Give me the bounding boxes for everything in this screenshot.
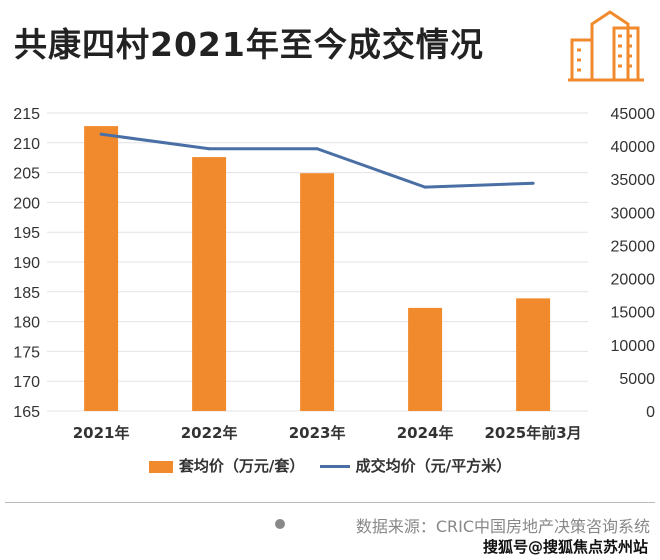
- combo-chart: 215 210 205 200 195 190 185 180 175 170 165 45000 40…: [13, 106, 656, 442]
- bar: [84, 126, 119, 411]
- y-right-tick-label: 0: [646, 404, 655, 421]
- y-left-tick-label: 205: [13, 166, 40, 183]
- line-point: [99, 132, 103, 136]
- bar: [192, 157, 227, 411]
- legend-line-label: 成交均价（元/平方米）: [355, 457, 512, 475]
- y-left-tick-label: 175: [13, 344, 40, 361]
- y-right-tick-label: 30000: [611, 205, 656, 222]
- watermark: 搜狐号@搜狐焦点苏州站: [482, 538, 648, 556]
- x-tick-label: 2024年: [397, 424, 454, 442]
- y-left-tick-label: 190: [13, 255, 40, 272]
- line-point: [207, 147, 211, 151]
- data-source: 数据来源：CRIC中国房地产决策咨询系统: [355, 517, 650, 536]
- y-left-tick-label: 215: [13, 106, 40, 123]
- line-point: [531, 181, 535, 185]
- legend-bar-label: 套均价（万元/套）: [178, 457, 305, 475]
- y-left-tick-label: 180: [13, 315, 40, 332]
- y-right-tick-label: 10000: [611, 338, 656, 355]
- legend: 套均价（万元/套） 成交均价（元/平方米）: [0, 455, 660, 476]
- y-right-tick-label: 15000: [611, 305, 656, 322]
- line-point: [423, 185, 427, 189]
- bar: [408, 307, 443, 411]
- page-title: 共康四村2021年至今成交情况: [14, 25, 484, 64]
- bar: [516, 298, 551, 411]
- line-point: [315, 147, 319, 151]
- legend-bar-swatch: [148, 460, 173, 473]
- y-left-tick-label: 195: [13, 225, 40, 242]
- divider: [5, 502, 655, 503]
- y-left-tick-label: 200: [13, 195, 40, 212]
- x-tick-label: 2025年前3月: [485, 424, 582, 442]
- y-left-tick-label: 185: [13, 285, 40, 302]
- building-icon: [568, 10, 644, 82]
- bar: [300, 173, 335, 411]
- legend-line-swatch: [319, 465, 350, 468]
- y-right-tick-label: 25000: [611, 238, 656, 255]
- x-tick-label: 2023年: [289, 424, 346, 442]
- y-left-tick-label: 210: [13, 136, 40, 153]
- y-left-tick-label: 165: [13, 404, 40, 421]
- y-right-tick-label: 45000: [611, 106, 656, 123]
- x-tick-label: 2021年: [73, 424, 130, 442]
- y-right-tick-label: 40000: [611, 139, 656, 156]
- bullet-icon: [275, 519, 285, 529]
- y-right-tick-label: 5000: [619, 371, 655, 388]
- y-right-tick-label: 20000: [611, 272, 656, 289]
- y-left-tick-label: 170: [13, 374, 40, 391]
- x-tick-label: 2022年: [181, 424, 238, 442]
- y-right-tick-label: 35000: [611, 172, 656, 189]
